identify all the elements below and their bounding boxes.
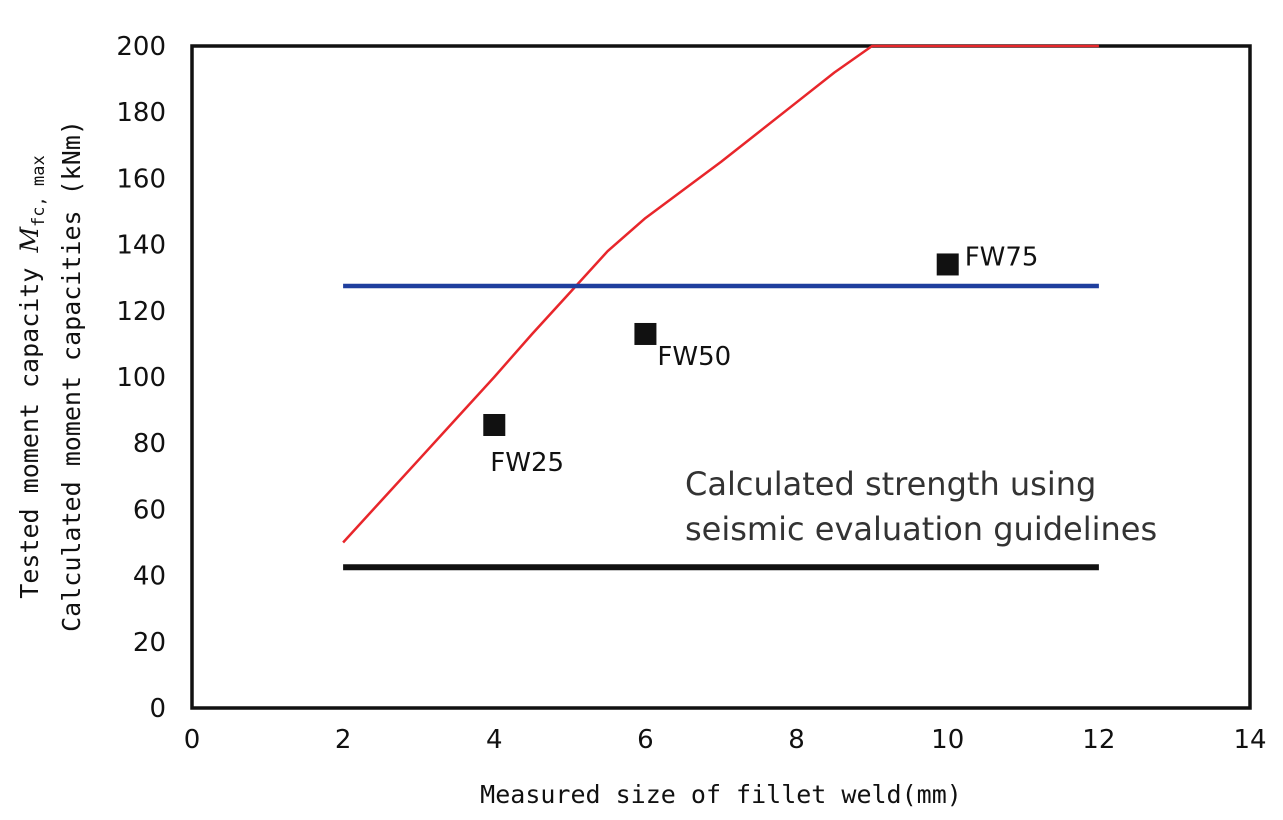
x-tick-label: 0 (184, 725, 201, 755)
y-tick-label: 80 (133, 429, 166, 459)
x-axis-title: Measured size of fillet weld(mm) (480, 780, 962, 809)
x-tick-label: 2 (335, 725, 352, 755)
series-layer (342, 44, 1099, 571)
x-tick-label: 6 (637, 725, 654, 755)
y-tick-label: 160 (116, 164, 166, 194)
y-axis-title-line-1: Tested moment capacity Mfc, max (15, 155, 49, 598)
data-point-fw50 (634, 322, 657, 345)
y-tick-label: 180 (116, 98, 166, 128)
x-tick-labels: 0 2 4 6 8 10 12 14 (184, 725, 1267, 755)
annotation-line-1: Calculated strength using (685, 465, 1096, 503)
data-point-label-fw75: FW75 (965, 242, 1039, 272)
y-tick-label: 140 (116, 231, 166, 261)
y-axis-title-symbol: M (15, 226, 44, 254)
y-tick-label: 60 (133, 495, 166, 525)
plot-area-frame (190, 44, 1252, 710)
calculated-line-red (342, 44, 1099, 544)
y-tick-label: 200 (116, 32, 166, 62)
x-tick-label: 8 (788, 725, 805, 755)
y-tick-labels: 0 20 40 60 80 100 120 140 160 180 200 (116, 32, 166, 724)
y-axis-title-subscript: fc, max (29, 155, 49, 227)
x-tick-label: 4 (486, 725, 503, 755)
annotation-line-2: seismic evaluation guidelines (685, 510, 1157, 548)
y-tick-label: 40 (133, 562, 166, 592)
data-point-label-fw50: FW50 (657, 342, 731, 372)
y-tick-label: 120 (116, 297, 166, 327)
data-point-fw75 (936, 253, 959, 276)
y-axis-title-prefix: Tested moment capacity (15, 253, 44, 599)
x-tick-label: 14 (1233, 725, 1266, 755)
points-layer: FW25 FW50 FW75 (483, 242, 1038, 478)
y-tick-label: 0 (149, 694, 166, 724)
x-tick-label: 10 (931, 725, 964, 755)
y-tick-label: 20 (133, 628, 166, 658)
data-point-fw25 (483, 413, 506, 436)
data-point-label-fw25: FW25 (490, 448, 564, 478)
x-tick-label: 12 (1082, 725, 1115, 755)
y-axis-title-line-2: Calculated moment capacities (kNm) (57, 120, 86, 632)
y-tick-label: 100 (116, 363, 166, 393)
